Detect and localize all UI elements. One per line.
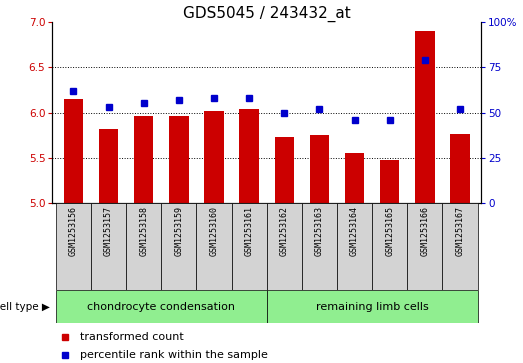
Bar <box>302 203 337 290</box>
Text: percentile rank within the sample: percentile rank within the sample <box>80 350 268 360</box>
Text: GSM1253157: GSM1253157 <box>104 206 113 256</box>
Text: cell type ▶: cell type ▶ <box>0 302 50 312</box>
Text: GSM1253165: GSM1253165 <box>385 206 394 256</box>
Text: GSM1253161: GSM1253161 <box>245 206 254 256</box>
Bar <box>197 203 232 290</box>
Bar <box>240 109 259 203</box>
Bar <box>204 111 224 203</box>
Text: chondrocyte condensation: chondrocyte condensation <box>87 302 235 312</box>
Bar <box>169 116 188 203</box>
Bar <box>161 203 197 290</box>
Bar <box>267 203 302 290</box>
Bar <box>380 160 400 203</box>
Bar <box>415 31 435 203</box>
Bar <box>134 116 153 203</box>
Bar <box>450 134 470 203</box>
Bar <box>407 203 442 290</box>
Title: GDS5045 / 243432_at: GDS5045 / 243432_at <box>183 5 350 22</box>
Text: GSM1253162: GSM1253162 <box>280 206 289 256</box>
Bar <box>345 154 365 203</box>
Text: GSM1253166: GSM1253166 <box>420 206 429 256</box>
Bar <box>56 290 267 323</box>
Text: GSM1253158: GSM1253158 <box>139 206 148 256</box>
Bar <box>99 129 118 203</box>
Text: remaining limb cells: remaining limb cells <box>316 302 428 312</box>
Text: GSM1253167: GSM1253167 <box>456 206 464 256</box>
Text: transformed count: transformed count <box>80 332 184 342</box>
Bar <box>56 203 91 290</box>
Bar <box>372 203 407 290</box>
Text: GSM1253159: GSM1253159 <box>174 206 184 256</box>
Bar <box>275 137 294 203</box>
Bar <box>126 203 161 290</box>
Bar <box>64 99 83 203</box>
Text: GSM1253164: GSM1253164 <box>350 206 359 256</box>
Text: GSM1253160: GSM1253160 <box>210 206 219 256</box>
Text: GSM1253156: GSM1253156 <box>69 206 78 256</box>
Bar <box>442 203 477 290</box>
Bar <box>91 203 126 290</box>
Bar <box>337 203 372 290</box>
Bar <box>310 135 329 203</box>
Bar <box>267 290 477 323</box>
Text: GSM1253163: GSM1253163 <box>315 206 324 256</box>
Bar <box>232 203 267 290</box>
